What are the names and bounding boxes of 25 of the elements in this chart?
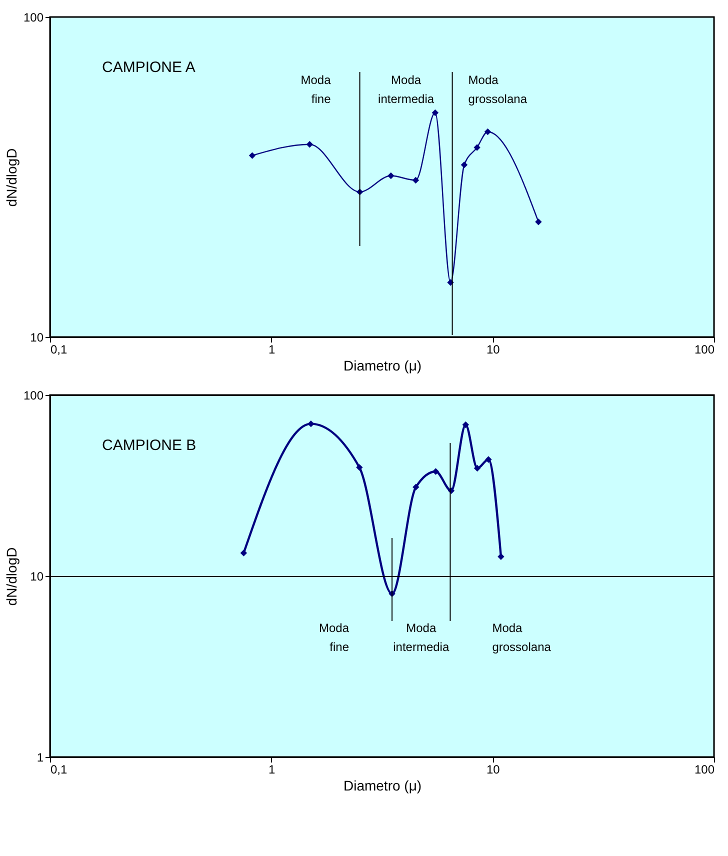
annotation: Moda fine: [300, 73, 332, 106]
x-tick-label: 1: [268, 762, 276, 776]
annotation: Moda grossolana: [492, 621, 552, 654]
y-axis-title: dN/dlogD: [3, 148, 20, 207]
text: CAMPIONE A: [102, 59, 196, 76]
x-tick-label: 1: [268, 342, 276, 356]
y-tick-label: 1: [36, 750, 44, 764]
y-tick-label: 100: [23, 10, 44, 24]
annotation: Moda intermedia: [393, 621, 450, 654]
x-tick-label: 0,1: [50, 762, 68, 776]
x-tick-label: 100: [694, 342, 715, 356]
x-tick-label: 0,1: [50, 342, 68, 356]
annotation: Moda fine: [318, 621, 350, 654]
x-axis-title: Diametro (μ): [343, 358, 422, 374]
x-axis-title: Diametro (μ): [343, 778, 422, 794]
x-tick-label: 10: [486, 762, 500, 776]
y-tick-label: 10: [30, 330, 44, 344]
annotation: Moda intermedia: [378, 73, 434, 106]
text: CAMPIONE B: [102, 437, 196, 454]
y-tick-label: 10: [30, 570, 44, 584]
y-axis-title: dN/dlogD: [3, 547, 20, 606]
y-tick-label: 100: [23, 388, 44, 402]
x-tick-label: 100: [694, 762, 715, 776]
annotation: Moda grossolana: [468, 73, 528, 106]
x-tick-label: 10: [486, 342, 500, 356]
